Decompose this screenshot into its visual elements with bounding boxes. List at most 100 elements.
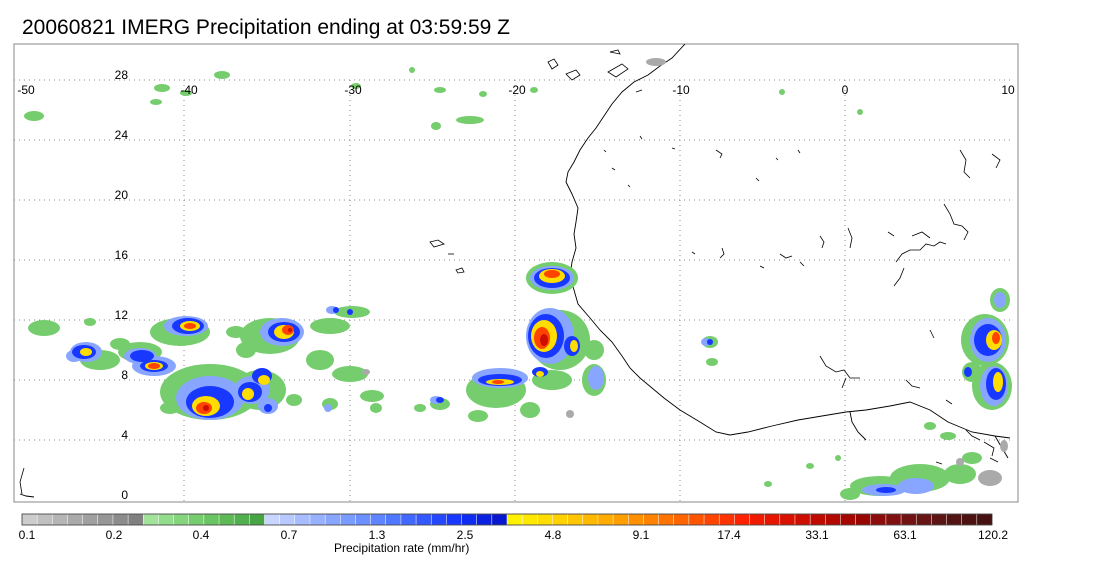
- colorbar-swatch: [734, 513, 751, 526]
- precipitation-field: [24, 58, 1012, 500]
- lat-label: 0: [121, 488, 128, 502]
- colorbar-swatch: [567, 513, 584, 526]
- colorbar-swatch: [430, 513, 447, 526]
- colorbar-tick-labels: 0.1 0.2 0.4 0.7 1.3 2.5 4.8 9.1 17.4 33.…: [19, 528, 1009, 542]
- colorbar-tick: 63.1: [893, 528, 917, 542]
- lat-label: 8: [121, 368, 128, 382]
- colorbar-swatch: [673, 513, 690, 526]
- colorbar-swatch: [688, 513, 705, 526]
- colorbar-swatch: [840, 513, 857, 526]
- colorbar-swatch: [612, 513, 629, 526]
- colorbar-swatch: [476, 513, 493, 526]
- colorbar-swatch: [491, 513, 508, 526]
- colorbar-swatch: [97, 513, 114, 526]
- colorbar-swatch: [764, 513, 781, 526]
- colorbar-swatch: [340, 513, 356, 526]
- lon-label: -20: [508, 83, 526, 97]
- colorbar-swatch: [521, 513, 538, 526]
- colorbar-swatch: [961, 513, 978, 526]
- lon-label: -50: [17, 83, 35, 97]
- colorbar-swatch: [976, 513, 993, 526]
- grid-lines: [14, 79, 1010, 502]
- colorbar-swatch: [400, 513, 417, 526]
- longitude-labels: -50 -40 -30 -20 -10 0 10: [17, 83, 1015, 97]
- colorbar-swatch: [188, 513, 205, 526]
- lat-label: 16: [115, 248, 129, 262]
- colorbar-swatch: [143, 513, 159, 526]
- colorbar-swatch: [506, 513, 523, 526]
- colorbar-swatch: [718, 513, 735, 526]
- colorbar-swatch: [597, 513, 614, 526]
- colorbar-swatch: [264, 513, 281, 526]
- colorbar-swatch: [370, 513, 387, 526]
- colorbar-swatch: [552, 513, 569, 526]
- colorbar-swatch: [658, 513, 675, 526]
- lat-label: 20: [115, 188, 129, 202]
- colorbar-swatch: [582, 513, 599, 526]
- colorbar-swatch: [67, 513, 84, 526]
- latitude-labels: 28 24 20 16 12 8 4 0: [115, 68, 129, 502]
- colorbar-swatch: [249, 513, 266, 526]
- colorbar-swatch: [794, 513, 811, 526]
- lon-label: -40: [180, 83, 198, 97]
- colorbar-swatch: [915, 513, 932, 526]
- colorbar-swatch: [385, 513, 402, 526]
- lon-label: -30: [344, 83, 362, 97]
- colorbar-tick: 2.5: [457, 528, 474, 542]
- colorbar-tick: 1.3: [369, 528, 386, 542]
- colorbar-swatch: [355, 513, 372, 526]
- colorbar-tick: 0.2: [106, 528, 123, 542]
- colorbar-swatch: [233, 513, 250, 526]
- colorbar-tick: 4.8: [545, 528, 562, 542]
- colorbar-swatch: [21, 513, 38, 526]
- colorbar-tick: 33.1: [805, 528, 829, 542]
- colorbar-swatch: [203, 513, 220, 526]
- colorbar-swatch: [870, 513, 887, 526]
- colorbar-swatch: [309, 513, 326, 526]
- map-title: 20060821 IMERG Precipitation ending at 0…: [22, 16, 510, 39]
- colorbar-swatch: [825, 513, 841, 526]
- colorbar-swatch: [158, 513, 175, 526]
- colorbar-swatch: [779, 513, 796, 526]
- colorbar-swatch: [885, 513, 902, 526]
- lat-label: 12: [115, 308, 129, 322]
- lon-label: 0: [842, 83, 849, 97]
- lon-label: 10: [1001, 83, 1015, 97]
- colorbar-tick: 0.1: [19, 528, 36, 542]
- colorbar-swatch: [112, 513, 129, 526]
- colorbar-tick: 0.7: [281, 528, 298, 542]
- colorbar-swatch: [324, 513, 341, 526]
- colorbar-swatch: [127, 513, 144, 526]
- colorbar-swatch: [279, 513, 296, 526]
- colorbar-swatch: [36, 513, 53, 526]
- inland-water: [19, 49, 1001, 495]
- colorbar-swatch: [628, 513, 644, 526]
- colorbar-border: [21, 513, 993, 526]
- colorbar-swatch: [931, 513, 948, 526]
- colorbar-swatch: [446, 513, 463, 526]
- colorbar-tick: 0.4: [193, 528, 210, 542]
- colorbar-swatch: [749, 513, 766, 526]
- map-frame: [13, 43, 1019, 503]
- colorbar-swatch: [52, 513, 69, 526]
- colorbar-swatch: [946, 513, 963, 526]
- colorbar-swatch: [415, 513, 432, 526]
- colorbar-swatch: [537, 513, 554, 526]
- colorbar-swatch: [461, 513, 478, 526]
- colorbar-label: Precipitation rate (mm/hr): [334, 541, 470, 555]
- lat-label: 28: [115, 68, 129, 82]
- colorbar-swatch: [643, 513, 660, 526]
- colorbar-swatch: [900, 513, 917, 526]
- colorbar-swatch: [809, 513, 826, 526]
- colorbar-swatch: [82, 513, 99, 526]
- colorbar-tick: 120.2: [978, 528, 1008, 542]
- colorbar-swatch: [855, 513, 872, 526]
- colorbar-swatch: [703, 513, 720, 526]
- colorbar-swatch: [173, 513, 190, 526]
- colorbar-tick: 17.4: [717, 528, 741, 542]
- lon-label: -10: [672, 83, 690, 97]
- colorbar: [21, 513, 993, 526]
- lat-label: 4: [121, 428, 128, 442]
- colorbar-swatch: [218, 513, 235, 526]
